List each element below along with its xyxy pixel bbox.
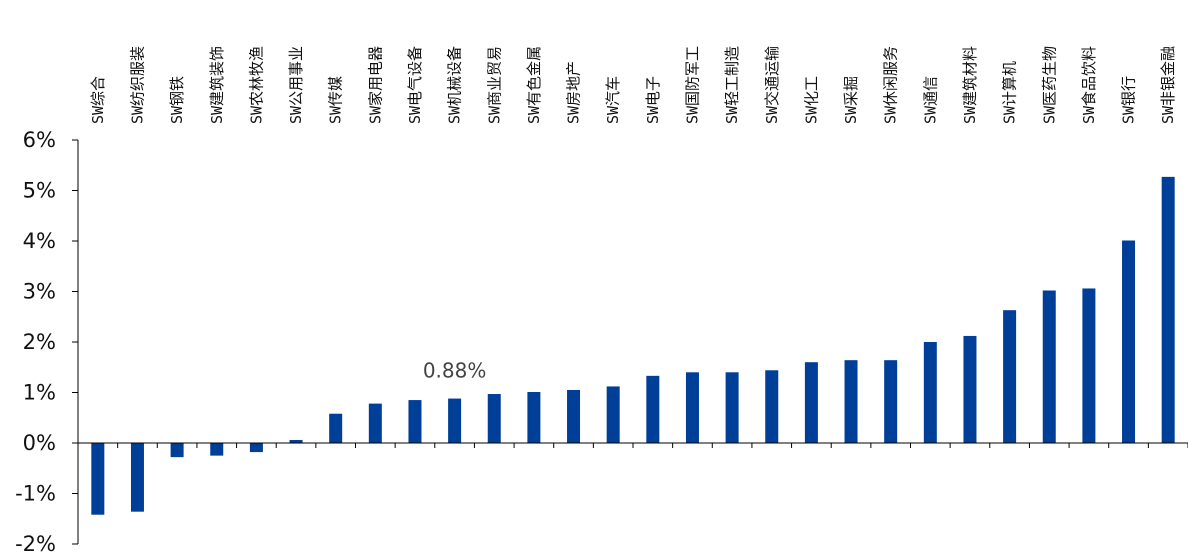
y-tick-label: 0% xyxy=(23,431,56,455)
x-tick-label: SW农林牧渔 xyxy=(247,46,265,124)
bar xyxy=(329,413,343,443)
bar xyxy=(487,394,501,443)
x-tick-label: SW公用事业 xyxy=(287,46,305,124)
x-tick-label: SW汽车 xyxy=(604,76,622,124)
x-tick-label: SW电子 xyxy=(644,76,662,124)
bar xyxy=(527,391,541,443)
y-tick-label: -2% xyxy=(15,532,56,556)
x-tick-label: SW建筑装饰 xyxy=(208,46,226,124)
bar xyxy=(170,443,184,458)
x-tick-label: SW非银金融 xyxy=(1159,46,1177,124)
y-tick-label: -1% xyxy=(15,482,56,506)
x-tick-label: SW机械设备 xyxy=(446,46,464,124)
bar xyxy=(1122,240,1136,443)
x-tick-label: SW银行 xyxy=(1120,76,1138,124)
x-tick-label: SW化工 xyxy=(802,76,820,124)
y-tick-label: 2% xyxy=(23,330,56,354)
bar xyxy=(448,398,462,443)
y-tick-label: 3% xyxy=(23,280,56,304)
x-tick-label: SW商业贸易 xyxy=(485,46,503,124)
x-tick-label: SW计算机 xyxy=(1001,61,1019,124)
bar xyxy=(1003,310,1017,443)
bar xyxy=(1082,288,1096,443)
bar xyxy=(1042,290,1056,443)
bar xyxy=(289,439,303,443)
x-tick-label: SW家用电器 xyxy=(366,46,384,124)
bar xyxy=(249,443,263,453)
x-tick-label: SW有色金属 xyxy=(525,46,543,124)
x-tick-label: SW电气设备 xyxy=(406,46,424,124)
x-tick-label: SW房地产 xyxy=(565,61,583,124)
bar xyxy=(130,443,144,512)
bar xyxy=(210,443,224,456)
bar xyxy=(368,403,382,443)
bar xyxy=(606,386,620,443)
bar xyxy=(685,372,699,443)
bar xyxy=(1161,176,1175,444)
x-tick-label: SW交通运输 xyxy=(763,46,781,124)
bar xyxy=(765,370,779,443)
x-tick-label: SW轻工制造 xyxy=(723,46,741,124)
x-tick-label: SW纺织服装 xyxy=(128,46,146,124)
x-tick-label: SW综合 xyxy=(89,76,107,124)
bars xyxy=(91,176,1175,515)
bar xyxy=(884,360,898,443)
annotations: 0.88% xyxy=(423,359,487,383)
bar xyxy=(567,389,581,443)
bar xyxy=(725,372,739,443)
x-tick-label: SW食品饮料 xyxy=(1080,46,1098,124)
x-tick-label: SW建筑材料 xyxy=(961,46,979,124)
y-tick-label: 4% xyxy=(23,229,56,253)
bar xyxy=(963,335,977,443)
data-label: 0.88% xyxy=(423,359,487,383)
x-tick-label: SW休闲服务 xyxy=(882,46,900,124)
x-tick-label: SW医药生物 xyxy=(1040,46,1058,124)
bar xyxy=(804,362,818,443)
bar xyxy=(408,400,422,443)
y-tick-label: 1% xyxy=(23,381,56,405)
bar xyxy=(844,360,858,443)
x-tick-label: SW钢铁 xyxy=(168,76,186,124)
y-tick-label: 6% xyxy=(23,128,56,152)
category-labels: SW综合 SW纺织服装 SW钢铁 SW建筑装饰 SW农林牧渔 SW公用事业 SW传媒 SW家用… xyxy=(89,46,1177,124)
bar xyxy=(646,375,660,443)
y-tick-label: 5% xyxy=(23,179,56,203)
bar xyxy=(923,342,937,443)
x-tick-label: SW采掘 xyxy=(842,76,860,124)
y-axis: -2% -1% 0% 1% 2% 3% 4% 5% 6% xyxy=(15,128,79,556)
x-tick-label: SW通信 xyxy=(921,76,939,124)
bar xyxy=(91,443,105,515)
x-tick-label: SW国防军工 xyxy=(683,46,701,124)
x-axis xyxy=(78,442,1188,448)
x-tick-label: SW传媒 xyxy=(327,76,345,124)
